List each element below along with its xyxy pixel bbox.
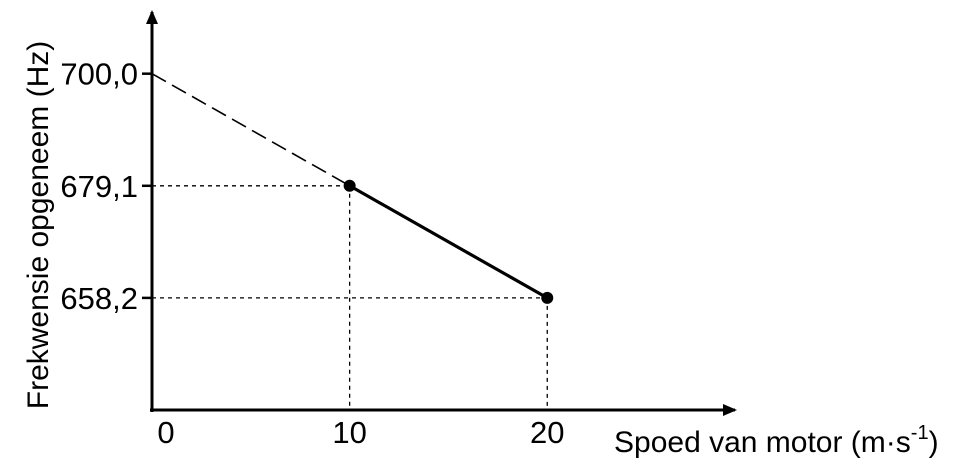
x-tick-label: 0	[157, 415, 174, 450]
x-tick-label: 20	[530, 415, 564, 450]
y-tick-label: 658,2	[60, 281, 138, 316]
data-point	[343, 179, 356, 192]
series-layer	[151, 72, 549, 300]
x-axis-label: Spoed van motor (m·s-1)	[614, 422, 939, 459]
y-tick-label: 679,1	[60, 169, 138, 204]
data-line	[348, 184, 549, 300]
tick-marks	[142, 72, 152, 300]
extrapolation-line	[151, 72, 351, 187]
y-axis-label: Frekwensie opgeneem (Hz)	[22, 41, 55, 409]
y-tick-label: 700,0	[60, 57, 138, 92]
tick-labels: 700,0 679,1 658,2 0 10 20	[60, 57, 564, 450]
x-axis-label-close: )	[929, 426, 939, 459]
x-axis-label-sup: -1	[911, 422, 929, 444]
data-point	[541, 291, 554, 304]
x-tick-label: 10	[332, 415, 366, 450]
guide-lines	[152, 185, 548, 410]
x-axis-label-main: Spoed van motor (m·s	[614, 426, 911, 459]
data-points	[343, 179, 554, 304]
